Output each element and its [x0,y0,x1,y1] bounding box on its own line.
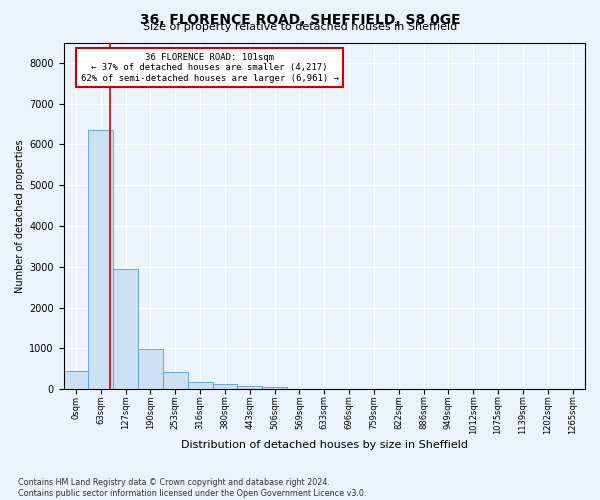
Text: Size of property relative to detached houses in Sheffield: Size of property relative to detached ho… [143,22,457,32]
Bar [163,372,188,389]
Text: 36 FLORENCE ROAD: 101sqm
← 37% of detached houses are smaller (4,217)
62% of sem: 36 FLORENCE ROAD: 101sqm ← 37% of detach… [80,53,338,82]
Bar [64,371,88,389]
Bar [138,350,163,389]
Bar [88,130,113,389]
Bar [113,269,138,389]
Bar [238,386,262,389]
Bar [188,382,212,389]
Text: 36, FLORENCE ROAD, SHEFFIELD, S8 0GE: 36, FLORENCE ROAD, SHEFFIELD, S8 0GE [140,12,460,26]
Y-axis label: Number of detached properties: Number of detached properties [15,139,25,292]
Bar [262,387,287,389]
Bar [212,384,238,389]
X-axis label: Distribution of detached houses by size in Sheffield: Distribution of detached houses by size … [181,440,468,450]
Text: Contains HM Land Registry data © Crown copyright and database right 2024.
Contai: Contains HM Land Registry data © Crown c… [18,478,367,498]
